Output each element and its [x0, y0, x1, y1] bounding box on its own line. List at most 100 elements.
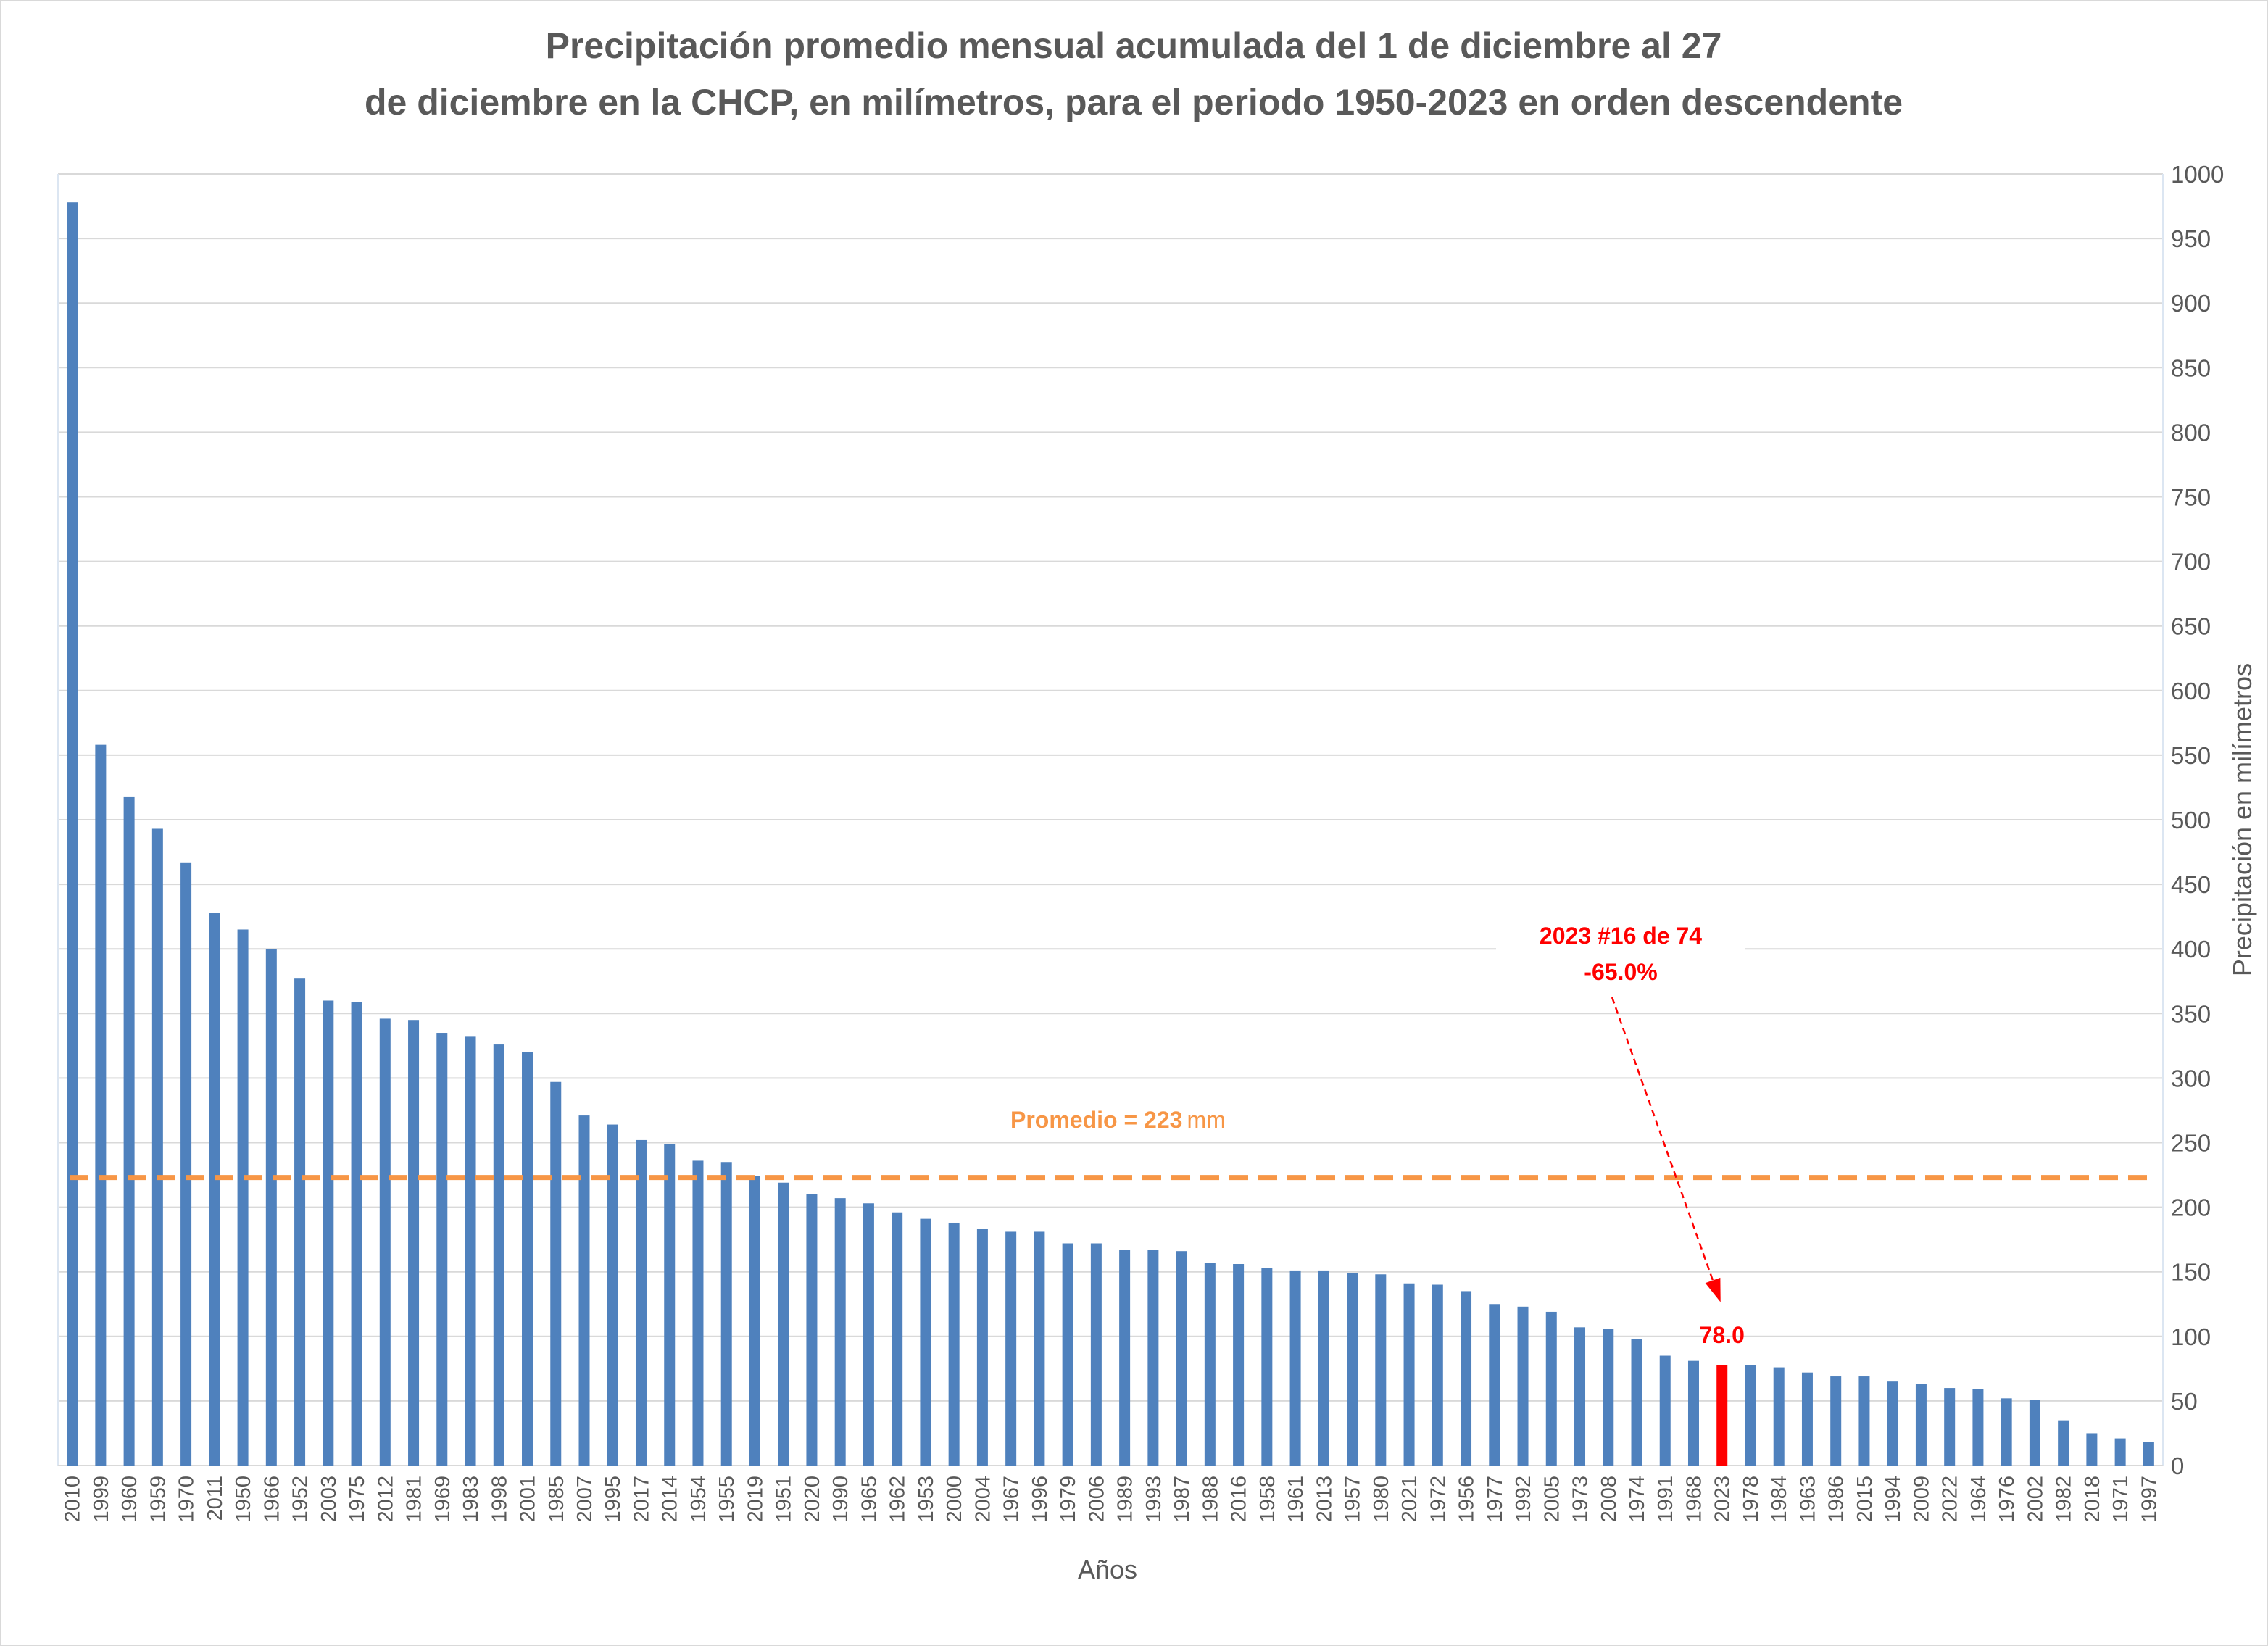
x-category-label: 1996 — [1029, 1476, 1052, 1523]
x-category-label: 2002 — [2024, 1476, 2047, 1523]
bar — [1972, 1389, 1984, 1466]
x-category-label: 1999 — [90, 1476, 113, 1523]
bar — [1801, 1372, 1813, 1466]
x-category-label: 2017 — [630, 1476, 653, 1523]
bar — [2058, 1420, 2069, 1466]
bar — [2086, 1433, 2098, 1466]
bar — [1005, 1231, 1017, 1466]
bar — [664, 1144, 676, 1466]
callout-box — [1496, 911, 1745, 997]
x-category-label: 1950 — [232, 1476, 255, 1523]
x-category-label: 2006 — [1085, 1476, 1108, 1523]
bar — [1687, 1360, 1699, 1466]
bar — [436, 1033, 448, 1466]
bar — [948, 1222, 960, 1466]
y-tick-label: 250 — [2171, 1130, 2211, 1157]
bar — [863, 1203, 874, 1466]
bar — [522, 1052, 533, 1466]
bar — [578, 1115, 590, 1466]
y-tick-label: 300 — [2171, 1065, 2211, 1092]
y-tick-label: 600 — [2171, 678, 2211, 704]
y-tick-label: 100 — [2171, 1323, 2211, 1350]
x-category-label: 2021 — [1398, 1476, 1421, 1523]
x-category-label: 1980 — [1370, 1476, 1393, 1523]
bar — [1233, 1264, 1245, 1466]
x-category-label: 2005 — [1540, 1476, 1563, 1523]
bar — [493, 1044, 504, 1466]
chart-title-line: de diciembre en la CHCP, en milímetros, … — [365, 82, 1903, 122]
x-category-label: 1991 — [1654, 1476, 1677, 1523]
x-category-label: 1987 — [1171, 1476, 1194, 1523]
x-category-label: 1977 — [1484, 1476, 1507, 1523]
x-category-label: 1959 — [146, 1476, 170, 1523]
bar — [209, 913, 220, 1466]
y-tick-label: 150 — [2171, 1259, 2211, 1286]
x-category-label: 2018 — [2081, 1476, 2104, 1523]
x-category-label: 1971 — [2109, 1476, 2132, 1523]
bar — [1944, 1388, 1956, 1466]
chart-title-line: Precipitación promedio mensual acumulada… — [546, 25, 1722, 66]
x-category-label: 2015 — [1853, 1476, 1877, 1523]
bar — [1318, 1270, 1329, 1466]
x-category-label: 1988 — [1199, 1476, 1222, 1523]
bar — [834, 1198, 846, 1466]
x-category-label: 1979 — [1057, 1476, 1080, 1523]
y-tick-label: 350 — [2171, 1000, 2211, 1027]
bar — [550, 1081, 562, 1466]
y-axis-ticks: 0 50 100 150 200 250 300 350 400 450 500 550 600 650 7… — [2171, 161, 2224, 1479]
x-category-label: 1964 — [1967, 1476, 1990, 1523]
x-category-label: 1984 — [1768, 1476, 1791, 1523]
average-label-value: 223 — [1144, 1107, 1182, 1133]
x-category-label: 2020 — [801, 1476, 824, 1523]
bar — [1432, 1284, 1443, 1466]
bar — [1034, 1231, 1045, 1466]
x-category-label: 2013 — [1313, 1476, 1336, 1523]
x-axis-title: Años — [1078, 1555, 1137, 1584]
average-label: Promedio = 223 mm — [1010, 1107, 1226, 1133]
x-category-label: 1989 — [1114, 1476, 1137, 1523]
x-category-label: 1967 — [1000, 1476, 1023, 1523]
bar — [1603, 1329, 1614, 1466]
bar — [692, 1160, 704, 1466]
x-category-label: 1975 — [346, 1476, 369, 1523]
x-category-label: 2023 — [1711, 1476, 1735, 1523]
bar — [2114, 1438, 2126, 1466]
bar — [1289, 1270, 1301, 1466]
bar — [1489, 1304, 1500, 1466]
x-category-label: 1981 — [403, 1476, 426, 1523]
bar — [1147, 1250, 1159, 1466]
x-category-label: 1957 — [1342, 1476, 1365, 1523]
bar — [1517, 1306, 1529, 1466]
x-category-label: 2009 — [1910, 1476, 1933, 1523]
y-tick-label: 0 — [2171, 1452, 2184, 1479]
bar — [1461, 1291, 1472, 1466]
y-tick-label: 800 — [2171, 419, 2211, 446]
bar — [892, 1212, 903, 1466]
bar — [1375, 1274, 1387, 1466]
bar — [323, 1000, 334, 1466]
x-category-label: 2008 — [1598, 1476, 1621, 1523]
bar — [180, 862, 192, 1466]
x-category-label: 2016 — [1228, 1476, 1251, 1523]
average-label-prefix: Promedio = — [1010, 1107, 1144, 1133]
bar — [1119, 1250, 1131, 1466]
x-category-label: 1965 — [857, 1476, 881, 1523]
x-category-label: 1970 — [175, 1476, 199, 1523]
bar — [1830, 1376, 1842, 1466]
x-category-label: 1985 — [545, 1476, 568, 1523]
x-category-label: 1952 — [289, 1476, 312, 1523]
bar — [1090, 1243, 1102, 1466]
x-category-label: 2010 — [62, 1476, 85, 1523]
x-category-label: 1962 — [886, 1476, 910, 1523]
bar — [95, 744, 107, 1466]
bar — [408, 1020, 420, 1466]
y-tick-label: 850 — [2171, 354, 2211, 381]
y-tick-label: 950 — [2171, 225, 2211, 252]
highlight-callout: 2023 #16 de 74 -65.0% 78.0 — [1496, 911, 1745, 1348]
bar — [2001, 1398, 2012, 1466]
x-category-label: 1994 — [1882, 1476, 1905, 1523]
bar — [607, 1124, 618, 1466]
bar — [778, 1182, 789, 1466]
bar — [1915, 1384, 1927, 1466]
